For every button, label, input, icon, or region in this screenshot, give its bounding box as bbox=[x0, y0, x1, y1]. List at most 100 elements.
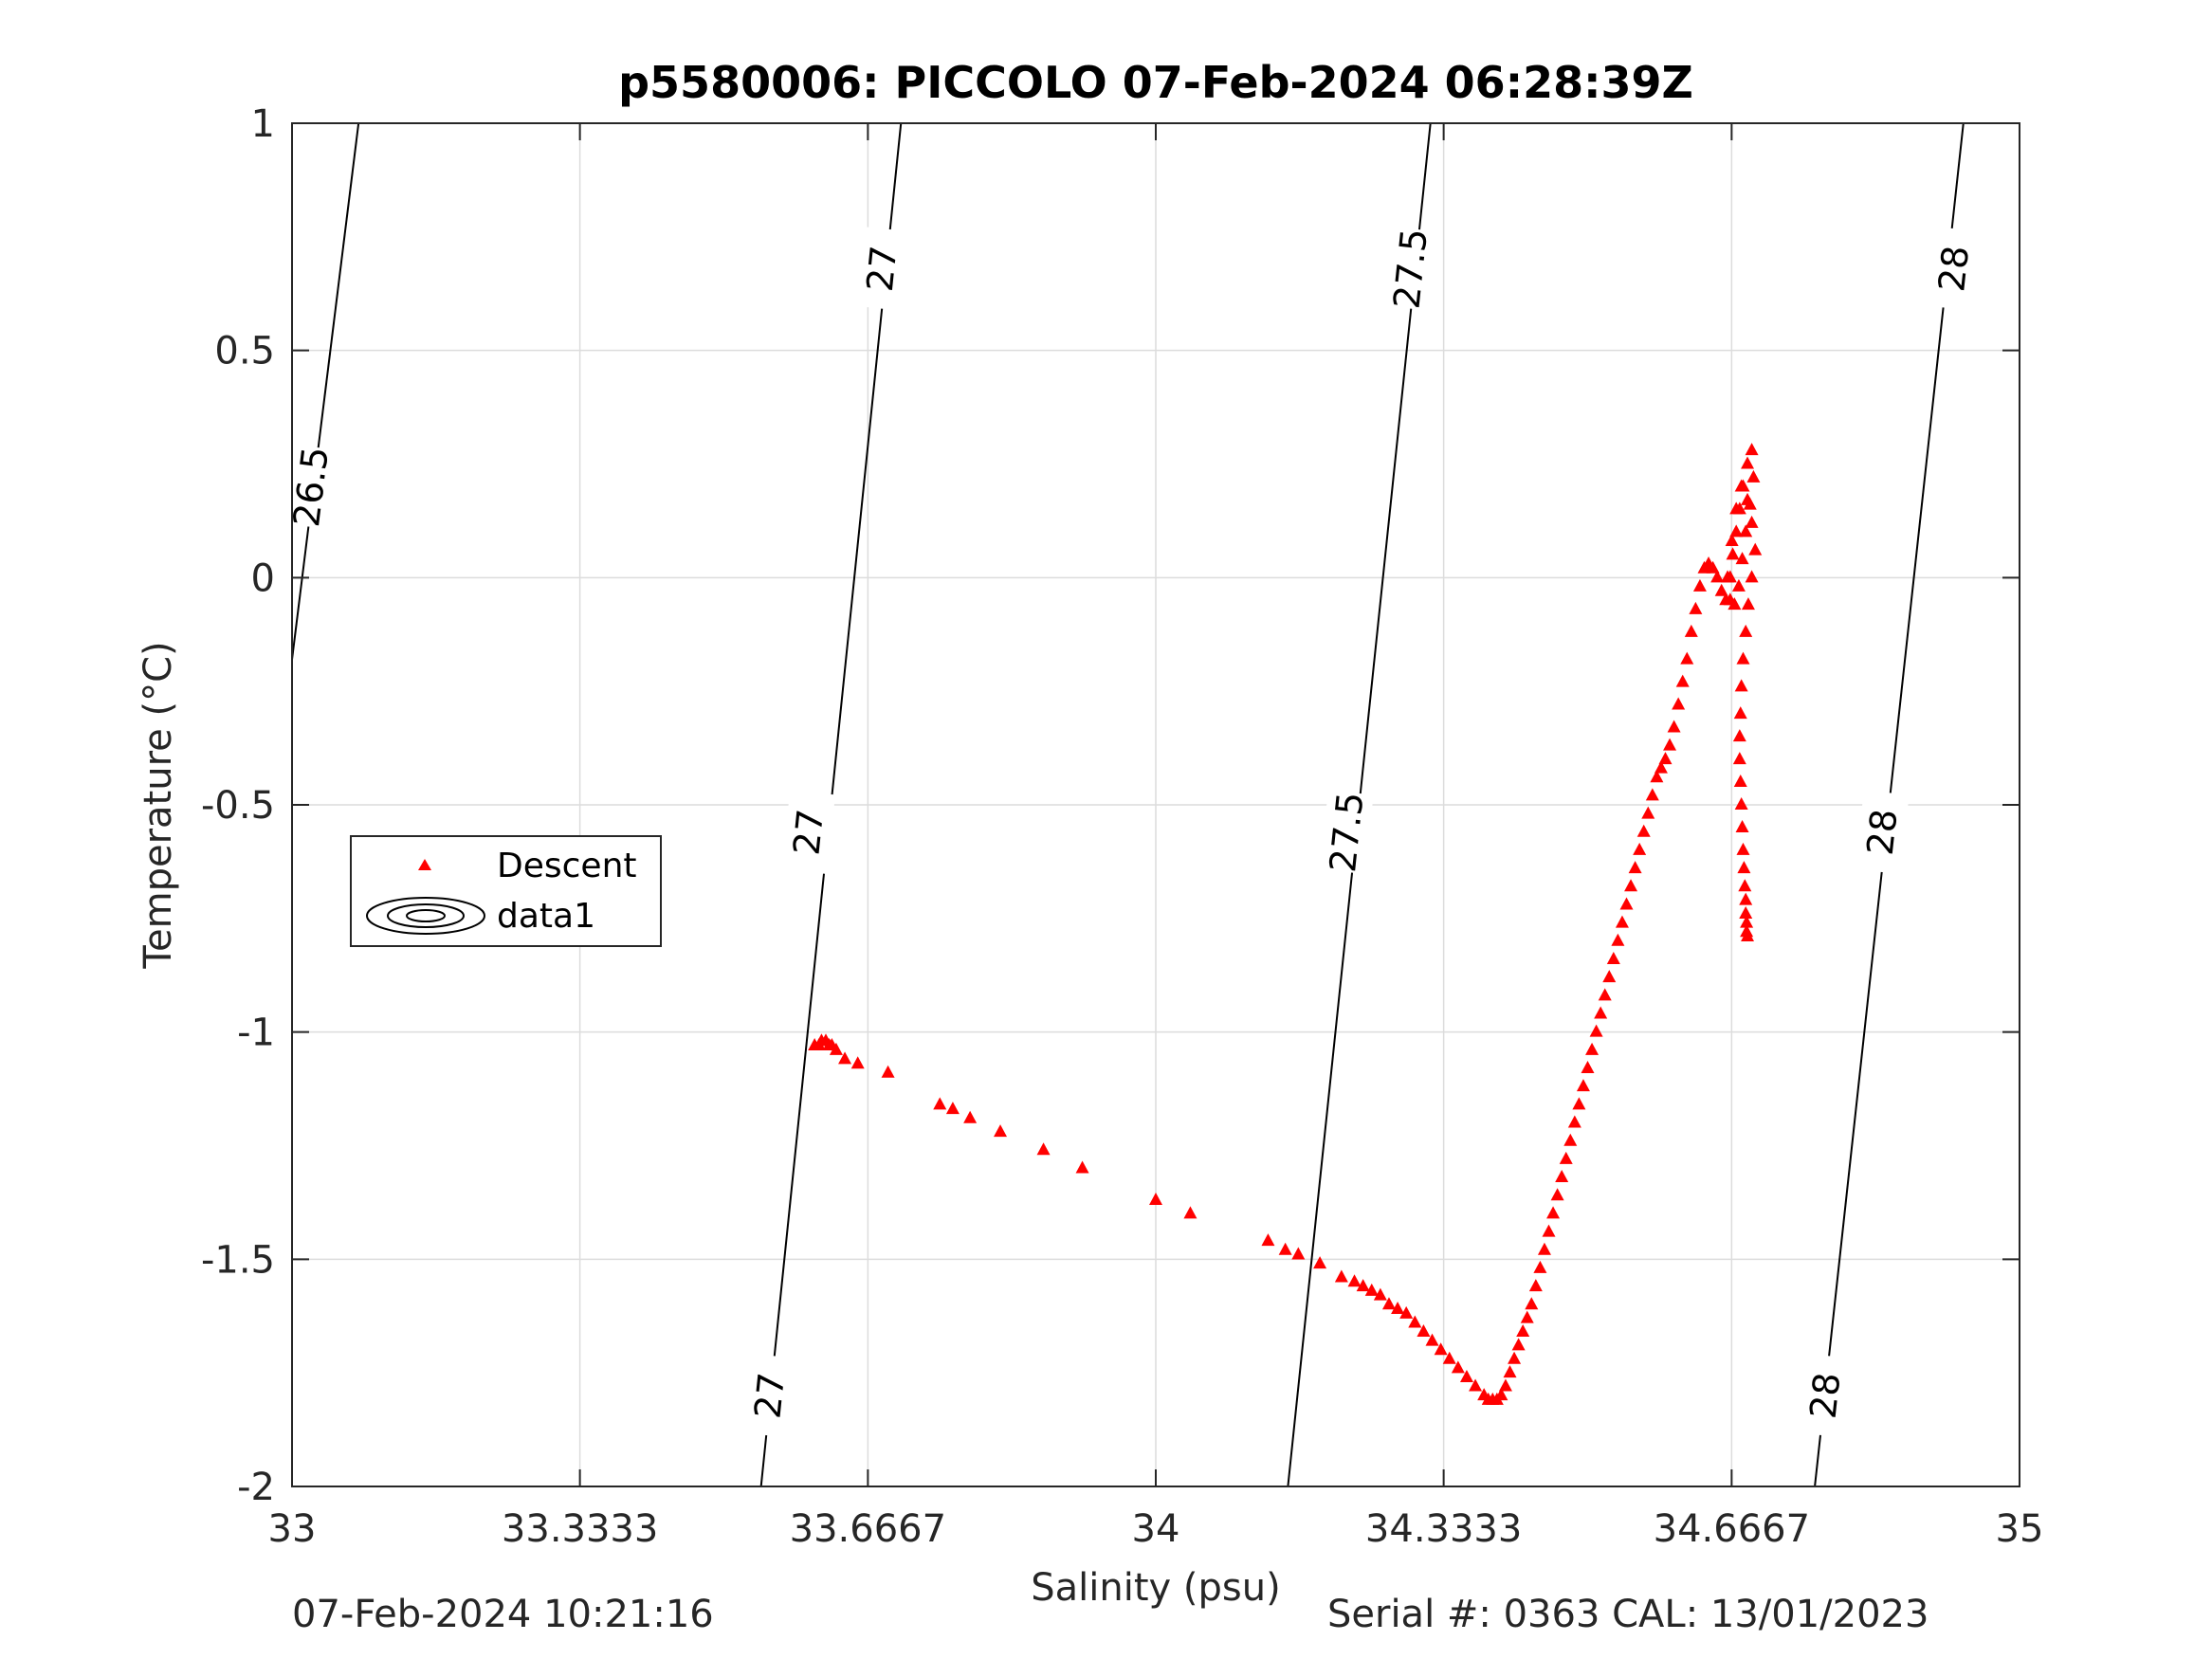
descent-point bbox=[1733, 775, 1747, 788]
descent-point bbox=[1417, 1324, 1431, 1338]
descent-point bbox=[1278, 1242, 1292, 1255]
descent-point bbox=[1585, 1042, 1600, 1055]
y-tick-label: -0.5 bbox=[201, 784, 275, 828]
descent-point bbox=[1528, 1279, 1543, 1292]
descent-point bbox=[1542, 1224, 1556, 1237]
descent-point bbox=[1567, 1115, 1581, 1128]
axis-ticks: 33 33.3333 33.6667 34 34.3333 34.6667 35 -2 -1.5… bbox=[201, 102, 2044, 1551]
descent-point bbox=[1739, 892, 1753, 905]
x-axis-label: Salinity (psu) bbox=[1031, 1566, 1280, 1610]
legend-descent-marker bbox=[418, 859, 431, 870]
descent-series bbox=[808, 443, 1763, 1405]
x-tick-label: 35 bbox=[1996, 1507, 2044, 1551]
descent-point bbox=[1624, 879, 1638, 892]
descent-point bbox=[1598, 988, 1612, 1001]
x-tick-label: 34.6667 bbox=[1654, 1507, 1810, 1551]
contour-label: 27 bbox=[859, 244, 905, 294]
descent-point bbox=[1589, 1024, 1603, 1037]
descent-point bbox=[945, 1102, 960, 1115]
descent-point bbox=[1563, 1133, 1578, 1146]
descent-point bbox=[1594, 1006, 1608, 1019]
descent-point bbox=[1658, 752, 1673, 765]
descent-point bbox=[1149, 1193, 1162, 1206]
descent-point bbox=[1739, 624, 1753, 637]
descent-point bbox=[1714, 583, 1728, 596]
contour-label-bg bbox=[1798, 1353, 1853, 1438]
descent-point bbox=[1555, 1170, 1569, 1183]
descent-point bbox=[1550, 1188, 1564, 1201]
descent-point bbox=[1692, 578, 1707, 592]
descent-point bbox=[1645, 788, 1659, 801]
descent-point bbox=[1442, 1351, 1456, 1364]
descent-point bbox=[1451, 1360, 1465, 1374]
x-tick-label: 33.6667 bbox=[790, 1507, 946, 1551]
descent-point bbox=[1748, 542, 1763, 556]
legend-data1-label: data1 bbox=[497, 897, 595, 936]
descent-point bbox=[1710, 570, 1725, 583]
legend: Descent data1 bbox=[350, 835, 662, 947]
descent-point bbox=[1261, 1233, 1275, 1247]
descent-point bbox=[1739, 524, 1753, 538]
descent-point bbox=[1498, 1378, 1512, 1392]
descent-point bbox=[1675, 674, 1690, 687]
descent-point bbox=[1381, 1297, 1396, 1310]
descent-point bbox=[1525, 1297, 1539, 1310]
descent-point bbox=[994, 1124, 1008, 1138]
descent-point bbox=[1391, 1302, 1405, 1315]
descent-point bbox=[1581, 1061, 1595, 1074]
y-tick-label: 0.5 bbox=[214, 330, 275, 374]
descent-point bbox=[1663, 738, 1677, 751]
x-tick-label: 34 bbox=[1132, 1507, 1180, 1551]
descent-point bbox=[1735, 819, 1749, 832]
descent-point bbox=[1291, 1247, 1306, 1260]
descent-point bbox=[1732, 752, 1746, 765]
descent-point bbox=[1559, 1151, 1573, 1164]
descent-point bbox=[1641, 806, 1655, 819]
descent-point bbox=[1602, 970, 1617, 983]
descent-point bbox=[1503, 1365, 1517, 1378]
descent-point bbox=[1356, 1279, 1370, 1292]
contour-label-bg bbox=[855, 227, 909, 311]
y-tick-label: -2 bbox=[237, 1466, 275, 1509]
descent-point bbox=[1745, 515, 1759, 528]
x-tick-label: 33.3333 bbox=[502, 1507, 658, 1551]
descent-point bbox=[1494, 1388, 1508, 1401]
descent-point bbox=[1684, 624, 1698, 637]
descent-point bbox=[1364, 1283, 1379, 1296]
x-tick-label: 33 bbox=[268, 1507, 317, 1551]
descent-point bbox=[1745, 443, 1759, 456]
descent-point bbox=[1741, 492, 1755, 505]
descent-point bbox=[1654, 760, 1668, 774]
contour-label-bg bbox=[1320, 790, 1374, 875]
descent-point bbox=[1537, 1242, 1551, 1255]
descent-point bbox=[1633, 842, 1647, 855]
descent-point bbox=[963, 1110, 978, 1123]
y-tick-label: -1 bbox=[237, 1012, 275, 1055]
footer-timestamp: 07-Feb-2024 10:21:16 bbox=[292, 1593, 714, 1636]
descent-point bbox=[1736, 651, 1750, 665]
descent-point bbox=[1606, 951, 1620, 964]
contour-label: 28 bbox=[1859, 807, 1906, 857]
descent-point bbox=[1313, 1256, 1327, 1269]
contour-label: 27.5 bbox=[1385, 227, 1435, 311]
x-tick-label: 34.3333 bbox=[1365, 1507, 1522, 1551]
contour-label-bg bbox=[1927, 227, 1982, 311]
descent-point bbox=[1511, 1338, 1526, 1351]
descent-point bbox=[1576, 1079, 1590, 1092]
descent-point bbox=[1373, 1287, 1387, 1301]
descent-point bbox=[1628, 861, 1642, 874]
descent-point bbox=[850, 1056, 865, 1069]
legend-box bbox=[350, 835, 662, 947]
contour-label-bg bbox=[1855, 790, 1910, 875]
descent-point bbox=[1738, 879, 1752, 892]
descent-point bbox=[1434, 1342, 1448, 1356]
descent-point bbox=[1726, 547, 1740, 560]
descent-point bbox=[1732, 729, 1746, 742]
chart-title: p5580006: PICCOLO 07-Feb-2024 06:28:39Z bbox=[618, 57, 1693, 108]
descent-point bbox=[1399, 1305, 1414, 1319]
descent-point bbox=[1729, 524, 1744, 538]
descent-point bbox=[933, 1097, 947, 1110]
descent-point bbox=[1520, 1310, 1534, 1323]
contour-label: 27.5 bbox=[1322, 790, 1372, 874]
